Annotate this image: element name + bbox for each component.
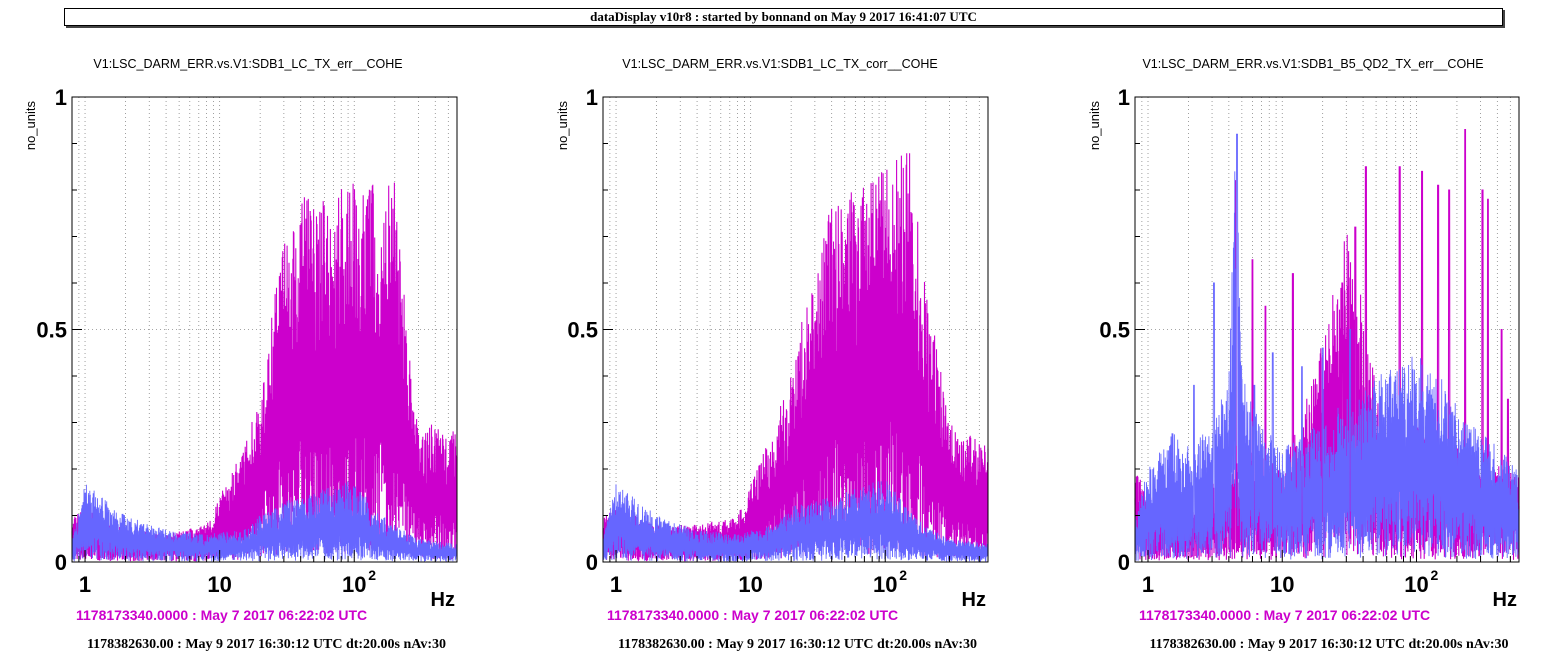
current-coherence-trace — [602, 481, 989, 562]
x-tick-exponent: 2 — [899, 567, 907, 583]
current-timestamp: 1178382630.00 : May 9 2017 16:30:12 UTC … — [1149, 637, 1508, 652]
x-axis-label: Hz — [431, 589, 455, 611]
y-tick-label: 1 — [55, 85, 67, 110]
y-tick-label: 1 — [586, 85, 598, 110]
x-tick-label: 10 — [1270, 572, 1294, 597]
x-tick-label: 1 — [1142, 572, 1154, 597]
y-axis-label: no_units — [23, 101, 38, 151]
display-header-title: dataDisplay v10r8 : started by bonnand o… — [590, 9, 977, 24]
reference-coherence-trace — [71, 182, 458, 562]
reference-timestamp: 1178173340.0000 : May 7 2017 06:22:02 UT… — [76, 607, 367, 623]
y-tick-label: 0.5 — [1099, 318, 1130, 343]
current-coherence-trace — [71, 481, 458, 562]
x-tick-label: 10 — [1404, 572, 1428, 597]
y-tick-label: 0.5 — [567, 318, 598, 343]
x-tick-label: 10 — [342, 572, 366, 597]
current-timestamp: 1178382630.00 : May 9 2017 16:30:12 UTC … — [618, 637, 977, 652]
y-tick-label: 0 — [586, 550, 598, 575]
y-axis-label: no_units — [1087, 101, 1102, 151]
reference-timestamp: 1178173340.0000 : May 7 2017 06:22:02 UT… — [607, 607, 898, 623]
grid-lines — [1135, 97, 1519, 562]
coherence-panel-1: V1:LSC_DARM_ERR.vs.V1:SDB1_LC_TX_err__CO… — [23, 57, 458, 652]
y-tick-label: 0 — [55, 550, 67, 575]
y-tick-label: 0.5 — [36, 318, 67, 343]
display-header: dataDisplay v10r8 : started by bonnand o… — [64, 8, 1503, 26]
x-tick-label: 10 — [873, 572, 897, 597]
coherence-panel-3: V1:LSC_DARM_ERR.vs.V1:SDB1_B5_QD2_TX_err… — [1087, 57, 1520, 652]
y-tick-label: 0 — [1118, 550, 1130, 575]
coherence-panel-2: V1:LSC_DARM_ERR.vs.V1:SDB1_LC_TX_corr__C… — [555, 57, 989, 652]
reference-coherence-trace — [602, 153, 989, 562]
y-tick-label: 1 — [1118, 85, 1130, 110]
current-timestamp: 1178382630.00 : May 9 2017 16:30:12 UTC … — [87, 637, 446, 652]
x-tick-label: 1 — [79, 572, 91, 597]
current-coherence-trace — [1134, 133, 1520, 561]
x-axis-label: Hz — [1493, 589, 1517, 611]
x-tick-label: 1 — [610, 572, 622, 597]
reference-timestamp: 1178173340.0000 : May 7 2017 06:22:02 UT… — [1139, 607, 1430, 623]
y-axis-label: no_units — [555, 101, 570, 151]
x-tick-exponent: 2 — [368, 567, 376, 583]
panel-title: V1:LSC_DARM_ERR.vs.V1:SDB1_LC_TX_corr__C… — [622, 57, 937, 71]
panel-title: V1:LSC_DARM_ERR.vs.V1:SDB1_LC_TX_err__CO… — [93, 57, 402, 71]
x-tick-exponent: 2 — [1431, 567, 1439, 583]
x-tick-label: 10 — [207, 572, 231, 597]
x-tick-label: 10 — [738, 572, 762, 597]
x-axis-label: Hz — [962, 589, 986, 611]
panel-title: V1:LSC_DARM_ERR.vs.V1:SDB1_B5_QD2_TX_err… — [1142, 57, 1483, 71]
